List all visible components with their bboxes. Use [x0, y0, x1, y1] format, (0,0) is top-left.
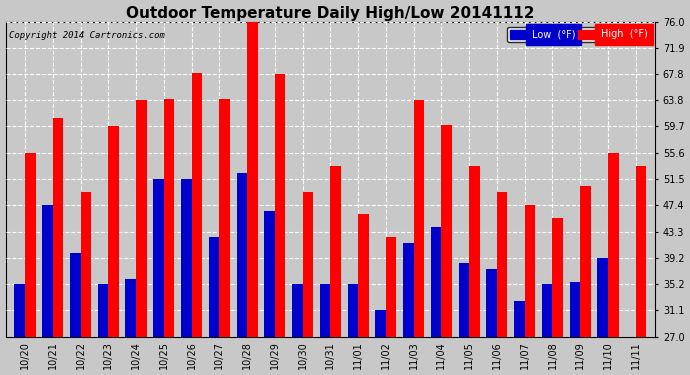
- Bar: [331, 166, 341, 375]
- Bar: [52, 118, 63, 375]
- Bar: [320, 284, 331, 375]
- Bar: [386, 237, 397, 375]
- Bar: [413, 100, 424, 375]
- Bar: [209, 237, 219, 375]
- Bar: [70, 253, 81, 375]
- Bar: [14, 284, 25, 375]
- Bar: [42, 206, 52, 375]
- Bar: [108, 126, 119, 375]
- Bar: [153, 179, 164, 375]
- Bar: [247, 22, 257, 375]
- Bar: [81, 192, 91, 375]
- Bar: [625, 337, 635, 375]
- Bar: [459, 262, 469, 375]
- Bar: [192, 73, 202, 375]
- Bar: [469, 166, 480, 375]
- Bar: [264, 211, 275, 375]
- Bar: [126, 279, 136, 375]
- Bar: [237, 173, 247, 375]
- Bar: [486, 269, 497, 375]
- Bar: [164, 99, 175, 375]
- Bar: [514, 301, 524, 375]
- Legend: Low  (°F), High  (°F): Low (°F), High (°F): [506, 27, 650, 42]
- Bar: [598, 258, 608, 375]
- Bar: [431, 227, 442, 375]
- Bar: [608, 153, 618, 375]
- Bar: [442, 124, 452, 375]
- Bar: [358, 214, 368, 375]
- Bar: [553, 218, 563, 375]
- Bar: [219, 99, 230, 375]
- Bar: [497, 192, 507, 375]
- Bar: [375, 310, 386, 375]
- Bar: [542, 284, 553, 375]
- Bar: [136, 100, 146, 375]
- Title: Outdoor Temperature Daily High/Low 20141112: Outdoor Temperature Daily High/Low 20141…: [126, 6, 535, 21]
- Bar: [524, 206, 535, 375]
- Bar: [580, 186, 591, 375]
- Bar: [348, 284, 358, 375]
- Bar: [303, 192, 313, 375]
- Bar: [570, 282, 580, 375]
- Bar: [635, 166, 647, 375]
- Bar: [25, 153, 36, 375]
- Bar: [275, 74, 286, 375]
- Bar: [98, 284, 108, 375]
- Text: Copyright 2014 Cartronics.com: Copyright 2014 Cartronics.com: [9, 31, 165, 40]
- Bar: [181, 179, 192, 375]
- Bar: [292, 284, 303, 375]
- Bar: [403, 243, 413, 375]
